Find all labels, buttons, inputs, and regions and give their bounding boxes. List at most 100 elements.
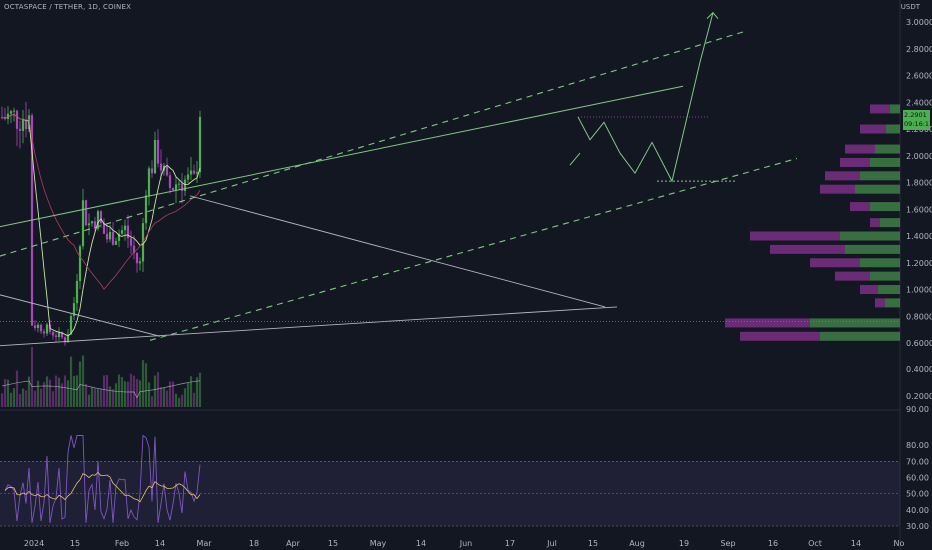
volume-bar xyxy=(135,379,139,407)
volume-bar xyxy=(180,394,184,407)
last-price-badge: 2.2901 09:16:17 xyxy=(903,109,932,130)
time-tick-label: Aug xyxy=(629,539,645,548)
volume-profile-buy xyxy=(870,157,900,167)
volume-bar xyxy=(63,375,67,407)
time-tick-label: Jun xyxy=(459,539,473,548)
volume-bar xyxy=(108,386,112,407)
volume-bar xyxy=(0,393,4,407)
volume-bar xyxy=(87,394,91,407)
candle-body xyxy=(129,238,133,246)
time-tick-label: 14 xyxy=(416,539,426,548)
price-tick-label: 1.2000 xyxy=(906,259,932,268)
projected-path-start xyxy=(569,152,581,166)
candle-body xyxy=(156,139,160,164)
candle-body xyxy=(72,303,76,317)
rsi-tick-label: 50.00 xyxy=(906,490,929,499)
candle-body xyxy=(90,221,94,224)
trend-drawings xyxy=(0,11,900,347)
candle-body xyxy=(153,139,157,174)
volume-bar xyxy=(96,388,100,407)
candle-body xyxy=(111,231,115,245)
time-tick-label: 14 xyxy=(155,539,165,548)
time-tick-label: Apr xyxy=(286,539,301,548)
volume-bar xyxy=(99,389,103,407)
rsi-tick-label: 60.00 xyxy=(906,474,929,483)
time-tick-label: 18 xyxy=(249,539,259,548)
time-tick-label: Jul xyxy=(546,539,557,548)
volume-bar xyxy=(9,392,13,407)
candle-body xyxy=(171,187,175,191)
candle-body xyxy=(60,331,64,338)
volume-ma-line xyxy=(1,380,201,399)
volume-bar xyxy=(72,375,76,407)
rsi-ma-line xyxy=(4,471,201,503)
volume-bar xyxy=(102,375,106,407)
time-tick-label: Feb xyxy=(115,539,129,548)
candle-body xyxy=(24,119,28,130)
volume-profile-sell xyxy=(870,218,880,228)
candle-body xyxy=(105,233,109,240)
price-tick-label: 1.4000 xyxy=(906,232,932,241)
volume-bar xyxy=(18,394,22,407)
projected-path xyxy=(577,12,714,183)
volume-profile-buy xyxy=(875,144,900,154)
volume-profile-buy xyxy=(885,298,900,308)
candle-body xyxy=(108,231,112,240)
volume-profile-sell xyxy=(875,298,885,308)
time-tick-label: 17 xyxy=(505,539,515,548)
candle-body xyxy=(189,170,193,175)
volume-bar xyxy=(147,382,151,407)
candle-body xyxy=(180,183,184,191)
volume-bar xyxy=(141,360,145,407)
volume-bar xyxy=(81,355,85,407)
volume-bar xyxy=(198,372,202,407)
volume-profile-buy xyxy=(840,231,900,241)
volume-profile-sell xyxy=(870,104,890,114)
candle-body xyxy=(135,252,139,264)
candle-body xyxy=(192,170,196,174)
volume-profile-buy xyxy=(870,202,900,212)
time-tick-label: 15 xyxy=(70,539,80,548)
early-downtrend-line xyxy=(0,294,161,337)
candle-body xyxy=(9,111,13,114)
candle-body xyxy=(198,116,202,173)
price-tick-label: 2.4000 xyxy=(906,98,932,107)
volume-profile-buy xyxy=(880,218,900,228)
price-tick-label: 2.0000 xyxy=(906,152,932,161)
volume-bar xyxy=(168,381,172,407)
volume-bar xyxy=(165,390,169,407)
candle-body xyxy=(138,261,142,264)
volume-bar xyxy=(159,387,163,407)
price-tick-label: 0.6000 xyxy=(906,339,932,348)
triangle-upper-line xyxy=(189,195,606,308)
candle-body xyxy=(102,222,106,234)
volume-bar xyxy=(153,375,157,407)
time-tick-label: 14 xyxy=(851,539,861,548)
candle-body xyxy=(174,184,178,191)
volume-bar xyxy=(42,382,46,407)
volume-profile-sell xyxy=(725,318,810,328)
volume-bars xyxy=(0,347,202,407)
upper-trendline xyxy=(0,85,684,228)
rsi-pane xyxy=(0,434,900,527)
volume-bar xyxy=(51,391,55,407)
volume-profile-sell xyxy=(835,271,870,281)
currency-label: USDT xyxy=(900,3,920,11)
axes: 3.00002.80002.60002.40002.20002.00001.80… xyxy=(24,18,932,548)
volume-profile-buy xyxy=(878,285,900,294)
time-tick-label: 15 xyxy=(328,539,338,548)
volume-bar xyxy=(144,363,148,407)
candle-body xyxy=(15,110,19,129)
candle-countdown: 09:16:17 xyxy=(904,119,932,128)
volume-bar xyxy=(156,372,160,407)
price-tick-label: 1.6000 xyxy=(906,205,932,214)
candle-body xyxy=(186,174,190,180)
volume-bar xyxy=(57,377,61,407)
volume-bar xyxy=(186,382,190,407)
time-tick-label: 2024 xyxy=(24,539,44,548)
candle-body xyxy=(12,110,16,112)
volume-bar xyxy=(21,388,25,407)
channel-upper-dashed xyxy=(0,30,746,257)
time-tick-label: Oct xyxy=(808,539,822,548)
